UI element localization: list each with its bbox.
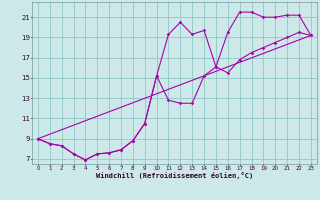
X-axis label: Windchill (Refroidissement éolien,°C): Windchill (Refroidissement éolien,°C) xyxy=(96,172,253,179)
